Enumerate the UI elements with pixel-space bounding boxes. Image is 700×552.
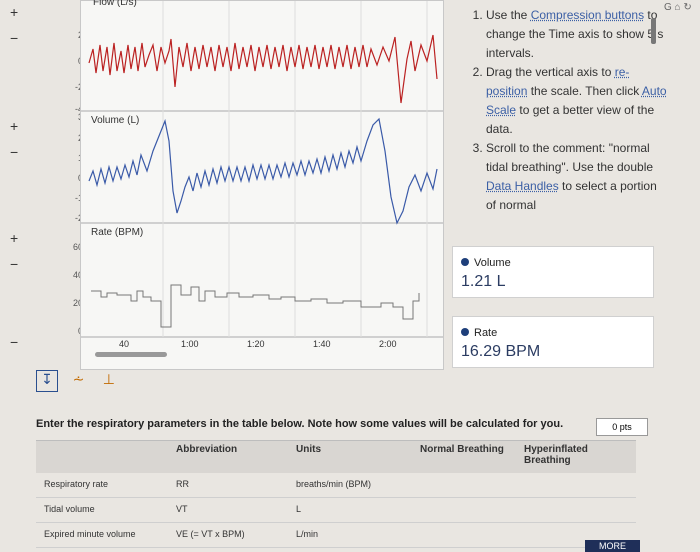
zoom-in-flow-button[interactable]: + — [10, 4, 19, 20]
table-row: Expired minute volume VE (= VT x BPM) L/… — [36, 523, 636, 548]
data-handle-icon[interactable]: ⩪ — [72, 371, 85, 387]
time-tick: 1:20 — [247, 339, 265, 349]
toolbar: ↧ ⩪ ⊥ — [36, 370, 125, 392]
rate-tick: 20 — [72, 298, 83, 308]
time-tick: 1:40 — [313, 339, 331, 349]
time-compress-button[interactable]: − — [10, 334, 19, 350]
zoom-out-rate-button[interactable]: − — [10, 256, 19, 272]
reposition-link[interactable]: re-position — [486, 65, 630, 98]
volume-trace — [88, 117, 438, 225]
rate-tick: 60 — [72, 242, 83, 252]
traces — [81, 1, 443, 338]
flow-channel-label: Flow (L/s) — [93, 0, 137, 8]
time-tick: 40 — [119, 339, 130, 349]
flow-tick: -2 — [74, 82, 83, 92]
table-header: Abbreviation Units Normal Breathing Hype… — [36, 441, 636, 473]
chart-area[interactable]: Flow (L/s) Volume (L) Rate (BPM) 40 1:00… — [80, 0, 444, 370]
instruction-step-2: Drag the vertical axis to re-position th… — [486, 63, 668, 139]
volume-channel-label: Volume (L) — [91, 115, 140, 126]
volume-tick: -2 — [74, 213, 83, 223]
y-axis-ticks[interactable]: 2 0 -2 -4 3 2 1 0 -1 -2 60 40 20 0 — [55, 0, 83, 368]
zoom-out-flow-button[interactable]: − — [10, 30, 19, 46]
volume-readout: Volume 1.21 L — [452, 246, 654, 298]
rate-readout: Rate 16.29 BPM — [452, 316, 654, 368]
expand-icon[interactable]: ↧ — [36, 370, 58, 392]
rate-value: 16.29 BPM — [461, 343, 541, 360]
instructions: Use the Compression buttons to change th… — [468, 6, 668, 215]
instruction-step-1: Use the Compression buttons to change th… — [486, 6, 668, 63]
scale-controls: + − + − + − − — [0, 0, 60, 370]
side-scrollbar[interactable] — [651, 18, 656, 44]
flow-tick: -4 — [74, 104, 83, 114]
compression-buttons-link[interactable]: Compression buttons — [530, 8, 645, 22]
top-icons: G ⌂ ↻ — [664, 2, 692, 13]
parameters-table: Abbreviation Units Normal Breathing Hype… — [36, 440, 636, 548]
zoom-in-rate-button[interactable]: + — [10, 230, 19, 246]
points-badge: 0 pts — [596, 418, 648, 436]
volume-tick: -1 — [74, 193, 83, 203]
volume-value: 1.21 L — [461, 273, 506, 290]
time-scrollbar[interactable] — [95, 352, 167, 357]
table-row: Respiratory rate RR breaths/min (BPM) — [36, 473, 636, 498]
flow-trace — [88, 34, 438, 104]
more-button[interactable]: MORE — [585, 540, 640, 552]
rate-dot-icon — [461, 328, 469, 336]
volume-dot-icon — [461, 258, 469, 266]
instruction-step-3: Scroll to the comment: "normal tidal bre… — [486, 139, 668, 215]
auto-scale-link[interactable]: Auto Scale — [486, 84, 667, 117]
data-handles-link[interactable]: Data Handles — [486, 179, 559, 193]
rate-trace — [91, 284, 420, 328]
rate-tick: 40 — [72, 270, 83, 280]
question-text: Enter the respiratory parameters in the … — [36, 418, 564, 430]
time-tick: 2:00 — [379, 339, 397, 349]
marker-icon[interactable]: ⊥ — [102, 371, 115, 387]
zoom-in-volume-button[interactable]: + — [10, 118, 19, 134]
table-row: Tidal volume VT L — [36, 498, 636, 523]
time-tick: 1:00 — [181, 339, 199, 349]
rate-channel-label: Rate (BPM) — [91, 227, 144, 238]
zoom-out-volume-button[interactable]: − — [10, 144, 19, 160]
